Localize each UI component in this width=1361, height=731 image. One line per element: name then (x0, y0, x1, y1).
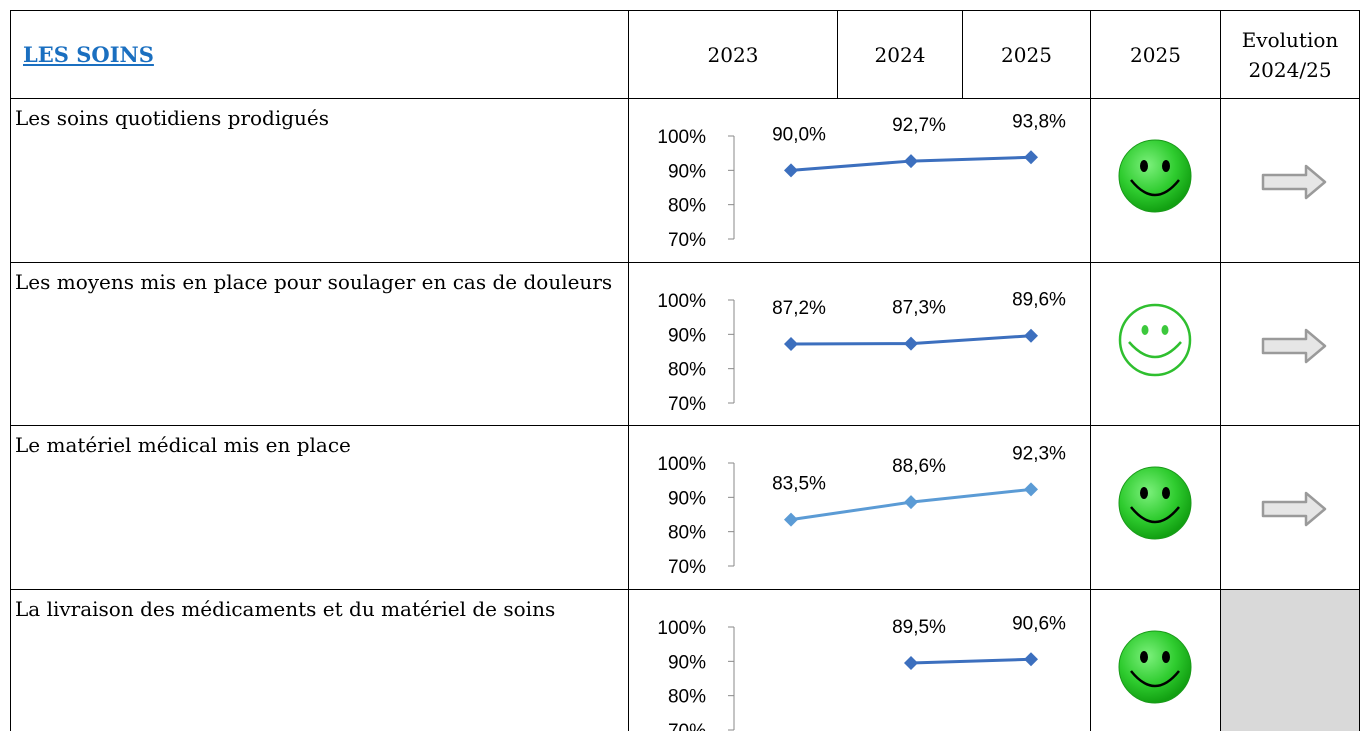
chart-cell: 100% 90% 80% 70% 83,5% 88,6% 92,3% (628, 425, 1090, 589)
data-label: 87,3% (892, 298, 946, 319)
chart-cell: 100% 90% 80% 70% 89,5% 90,6% (628, 589, 1090, 731)
data-label: 89,6% (1012, 290, 1066, 311)
line (910, 657, 1032, 665)
row-label: La livraison des médicaments et du matér… (10, 589, 628, 731)
y-tick-label: 100% (657, 127, 706, 148)
evolution-cell (1220, 98, 1360, 262)
data-label: 89,5% (892, 617, 946, 638)
eye (1162, 651, 1170, 663)
y-tick-label: 90% (668, 325, 706, 346)
header-title: LES SOINS (10, 10, 628, 98)
smiley-cell (1090, 98, 1220, 262)
evolution-cell (1220, 425, 1360, 589)
marker (1024, 652, 1038, 667)
eye (1140, 651, 1148, 663)
column-header: 2025 (962, 10, 1090, 98)
smiley-face (1118, 139, 1192, 213)
marker (904, 656, 918, 671)
y-tick-label: 80% (668, 196, 706, 217)
mini-chart: 100% 90% 80% 70% 90,0% 92,7% 93,8% (657, 111, 1066, 251)
marker (904, 154, 918, 169)
column-header: 2024 (837, 10, 962, 98)
y-tick-label: 100% (657, 454, 706, 475)
y-tick-label: 90% (668, 488, 706, 509)
data-label: 90,6% (1012, 613, 1066, 634)
marker (904, 336, 918, 351)
column-header: Evolution 2024/25 (1220, 10, 1360, 98)
row-label: Les soins quotidiens prodigués (10, 98, 628, 262)
arrow-icon (1261, 491, 1327, 527)
data-label: 83,5% (772, 474, 826, 495)
y-tick-label: 90% (668, 161, 706, 182)
arrow-icon (1261, 164, 1327, 200)
mini-chart: 100% 90% 80% 70% 83,5% 88,6% 92,3% (657, 443, 1066, 578)
eye (1140, 160, 1148, 172)
data-label: 90,0% (772, 124, 826, 145)
y-tick-label: 70% (668, 394, 706, 415)
y-tick-label: 100% (657, 291, 706, 312)
mini-chart: 100% 90% 80% 70% 89,5% 90,6% (657, 613, 1066, 731)
eye (1162, 160, 1170, 172)
marker (784, 336, 798, 351)
smiley-icon (1118, 630, 1192, 704)
column-header: 2025 (1090, 10, 1220, 98)
y-tick-label: 80% (668, 687, 706, 708)
y-tick-label: 80% (668, 360, 706, 381)
eye (1162, 487, 1170, 499)
data-label: 87,2% (772, 298, 826, 319)
data-label: 88,6% (892, 456, 946, 477)
chart-cell: 100% 90% 80% 70% 90,0% 92,7% 93,8% (628, 98, 1090, 262)
smiley-face (1118, 630, 1192, 704)
arrow (1261, 328, 1327, 364)
marker (1024, 150, 1038, 165)
data-label: 92,3% (1012, 443, 1066, 464)
smiley-cell (1090, 589, 1220, 731)
y-tick-label: 70% (668, 557, 706, 578)
marker (1024, 482, 1038, 497)
y-tick-label: 70% (668, 721, 706, 731)
smiley-face (1118, 466, 1192, 540)
smiley-icon (1118, 303, 1192, 377)
marker (784, 512, 798, 527)
eye (1161, 325, 1169, 335)
marker (784, 163, 798, 178)
mouth (1130, 670, 1180, 688)
chart-cell: 100% 90% 80% 70% 87,2% 87,3% 89,6% (628, 262, 1090, 425)
data-label: 93,8% (1012, 111, 1066, 132)
arrow (1261, 164, 1327, 200)
smiley-icon (1118, 139, 1192, 213)
mouth (1130, 506, 1180, 524)
arrow (1261, 491, 1327, 527)
mini-chart: 100% 90% 80% 70% 87,2% 87,3% 89,6% (657, 290, 1066, 415)
smiley-icon (1118, 466, 1192, 540)
data-label: 92,7% (892, 115, 946, 136)
mouth (1130, 179, 1180, 197)
marker (1024, 328, 1038, 343)
smiley-cell (1090, 425, 1220, 589)
row-label: Les moyens mis en place pour soulager en… (10, 262, 628, 425)
y-tick-label: 70% (668, 230, 706, 251)
row-label: Le matériel médical mis en place (10, 425, 628, 589)
eye (1141, 325, 1149, 335)
marker (904, 495, 918, 510)
y-tick-label: 100% (657, 618, 706, 639)
y-tick-label: 80% (668, 523, 706, 544)
mouth (1128, 341, 1182, 359)
eye (1140, 487, 1148, 499)
evolution-cell (1220, 262, 1360, 425)
y-tick-label: 90% (668, 652, 706, 673)
evolution-cell (1220, 589, 1360, 731)
smiley-face (1118, 303, 1192, 377)
column-header: 2023 (628, 10, 837, 98)
smiley-cell (1090, 262, 1220, 425)
arrow-icon (1261, 328, 1327, 364)
